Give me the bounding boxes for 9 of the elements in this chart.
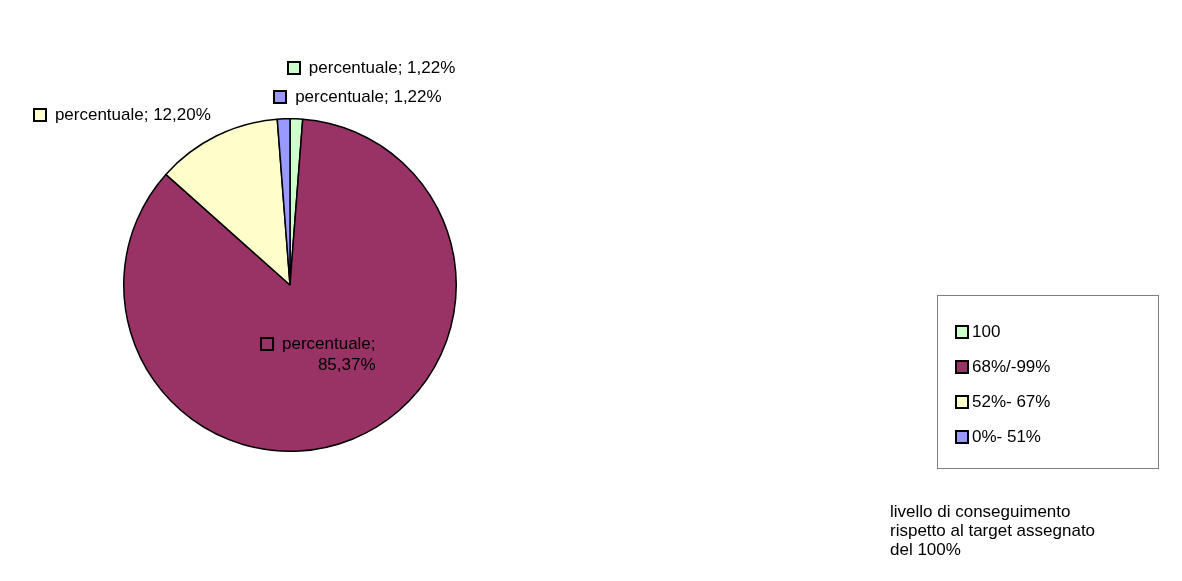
data-label: percentuale; 85,37% [281, 333, 376, 376]
legend-label: 68%/-99% [972, 356, 1051, 377]
data-label: percentuale; 1,22% [308, 56, 456, 78]
legend-label: 52%- 67% [972, 391, 1051, 412]
text: livello di conseguimento rispetto al target assegnato del 100% [890, 502, 1097, 559]
legend-label: 100 [972, 321, 1001, 342]
data-label: percentuale; 12,20% [54, 104, 211, 126]
legend-label: 0%- 51% [972, 426, 1041, 447]
data-label: percentuale; 1,22% [295, 85, 442, 107]
